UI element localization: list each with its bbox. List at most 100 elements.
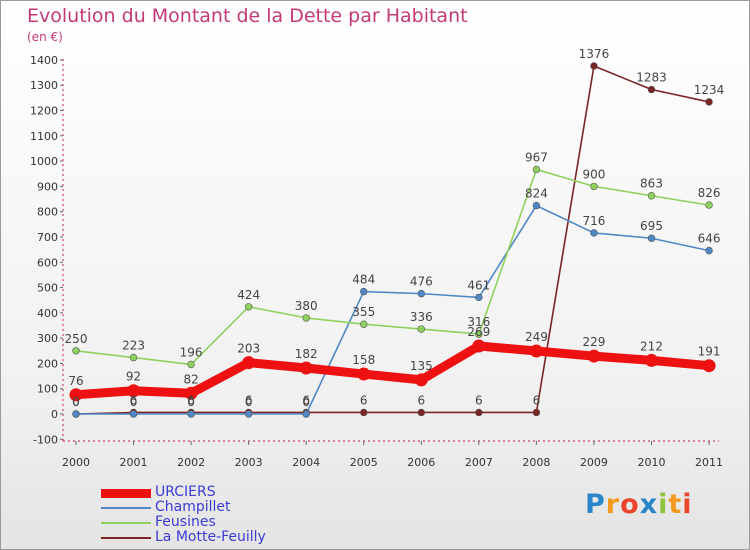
- data-point: [587, 349, 601, 363]
- y-tick-label: 100: [37, 383, 58, 396]
- x-tick-label: 2005: [350, 456, 378, 469]
- axes: -100010020030040050060070080090010001100…: [30, 54, 723, 469]
- data-label: 0: [72, 395, 80, 409]
- series-line-champillet: [75, 204, 710, 415]
- x-tick-label: 2007: [465, 456, 493, 469]
- series-layer: [69, 62, 716, 418]
- data-point: [417, 408, 425, 417]
- data-point: [360, 287, 368, 296]
- data-label: 82: [183, 372, 198, 386]
- data-label: 0: [72, 395, 80, 409]
- legend-item: Feusines: [101, 514, 321, 530]
- y-tick-label: 0: [51, 408, 58, 421]
- y-tick-label: 800: [37, 206, 58, 219]
- data-label: 6: [533, 393, 541, 407]
- y-tick-label: 200: [37, 357, 58, 370]
- y-tick-label: 1000: [30, 155, 58, 168]
- data-label: 1376: [579, 47, 610, 61]
- data-point: [705, 98, 713, 106]
- data-label: 900: [582, 167, 605, 181]
- data-point: [645, 353, 658, 367]
- data-label: 249: [525, 330, 548, 344]
- data-point: [299, 361, 313, 375]
- data-point: [475, 293, 483, 302]
- data-point: [129, 353, 138, 362]
- data-label: 212: [640, 339, 663, 353]
- proxiti-logo: Proxiti: [585, 489, 693, 520]
- legend-label: Champillet: [155, 499, 231, 515]
- series-line-urciers: [71, 341, 714, 400]
- logo-letter: t: [668, 489, 683, 520]
- series-line-la-motte-feuilly: [75, 65, 710, 415]
- data-point: [72, 410, 80, 418]
- x-tick-label: 2006: [407, 456, 435, 469]
- y-tick-label: 400: [37, 307, 58, 320]
- data-point: [475, 330, 483, 338]
- legend-swatch: [101, 507, 151, 509]
- data-label: 646: [698, 232, 721, 246]
- data-point: [590, 229, 598, 237]
- y-tick-label: 600: [37, 256, 58, 269]
- legend-label: Feusines: [155, 514, 216, 530]
- data-point: [302, 314, 310, 322]
- data-label: 229: [582, 335, 605, 349]
- data-point: [72, 347, 80, 355]
- legend: URCIERS Champillet Feusines La Motte-Feuill…: [101, 484, 321, 545]
- series-line-feusines: [75, 168, 710, 366]
- x-tick-label: 2010: [638, 456, 666, 469]
- y-tick-label: 900: [37, 180, 58, 193]
- data-label: 6: [360, 393, 368, 407]
- data-label: 6: [245, 393, 253, 407]
- data-point: [647, 234, 656, 242]
- data-point: [357, 367, 371, 381]
- data-label: 716: [582, 214, 605, 228]
- data-point: [529, 344, 543, 358]
- y-tick-label: -100: [33, 433, 58, 446]
- data-point: [472, 339, 486, 353]
- data-point: [705, 201, 713, 209]
- data-point: [532, 201, 541, 210]
- data-label: 223: [122, 339, 145, 353]
- x-tick-label: 2009: [580, 456, 608, 469]
- data-label: 92: [126, 370, 141, 384]
- legend-item: La Motte-Feuilly: [101, 529, 321, 545]
- data-label: 158: [352, 353, 375, 367]
- y-tick-label: 1200: [30, 105, 58, 118]
- data-point: [475, 408, 483, 417]
- logo-letter: x: [639, 489, 659, 520]
- data-label: 250: [65, 332, 88, 346]
- data-point: [242, 356, 256, 370]
- data-label: 967: [525, 150, 548, 164]
- data-label: 0: [302, 395, 310, 409]
- data-label: 135: [410, 359, 433, 373]
- data-label: 824: [525, 187, 548, 201]
- data-label: 6: [417, 393, 425, 407]
- data-label: 316: [467, 315, 490, 329]
- legend-swatch: [101, 537, 151, 539]
- legend-swatch: [101, 522, 151, 524]
- data-point: [702, 359, 716, 373]
- data-label: 203: [237, 342, 260, 356]
- data-label: 196: [180, 345, 203, 359]
- data-point: [187, 360, 195, 369]
- legend-label: URCIERS: [155, 484, 216, 500]
- data-label: 0: [245, 395, 253, 409]
- data-label: 0: [130, 395, 138, 409]
- data-label: 6: [475, 393, 483, 407]
- y-tick-label: 500: [37, 282, 58, 295]
- data-point: [590, 182, 598, 191]
- legend-swatch: [101, 488, 151, 498]
- x-tick-label: 2000: [62, 456, 90, 469]
- data-label: 182: [295, 347, 318, 361]
- x-tick-label: 2002: [177, 456, 205, 469]
- y-tick-label: 700: [37, 231, 58, 244]
- logo-letter: i: [658, 489, 669, 520]
- data-label: 1234: [694, 83, 725, 97]
- logo-letter: r: [605, 489, 621, 520]
- data-label: 484: [352, 273, 375, 287]
- data-point: [417, 289, 425, 298]
- data-label: 826: [698, 186, 721, 200]
